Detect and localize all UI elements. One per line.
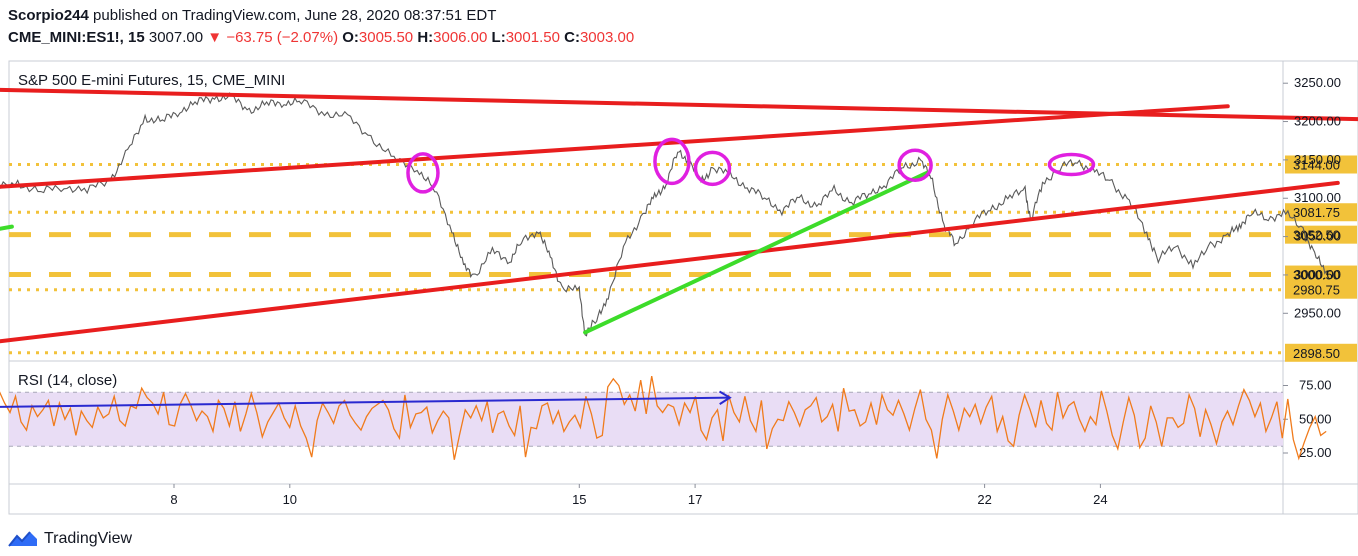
main-chart-title: S&P 500 E-mini Futures, 15, CME_MINI [18, 72, 285, 89]
open-label: O: [342, 29, 359, 46]
highlight-ellipse [693, 150, 732, 187]
axes: 2950.00 3000.00 3050.00 3100.00 3150.00 3200.… [170, 75, 1341, 507]
rsi-tick-label: 25.00 [1299, 445, 1332, 460]
price-level-label: 3000.50 [1293, 268, 1340, 283]
price-level-badge [1285, 280, 1357, 299]
price-line [0, 92, 1327, 337]
down-arrow-icon: ▼ [207, 29, 223, 46]
time-tick-label: 15 [572, 492, 586, 507]
time-tick-label: 8 [170, 492, 177, 507]
price-change: −63.75 (−2.07%) [226, 29, 339, 46]
symbol-info: CME_MINI:ES1!, 15 3007.00 ▼ −63.75 (−2.0… [8, 29, 634, 46]
price-tick-label: 3150.00 [1294, 152, 1341, 167]
time-tick-label: 24 [1093, 492, 1107, 507]
price-level-badge [1285, 343, 1357, 362]
price-tick-label: 3200.00 [1294, 114, 1341, 129]
rsi-line [0, 375, 1327, 461]
price-level-label: 2980.75 [1293, 283, 1340, 298]
open-value: 3005.50 [358, 29, 414, 46]
price-series [0, 92, 1327, 337]
highlight-ellipse [406, 152, 440, 194]
symbol-label: CME_MINI:ES1!, 15 [8, 29, 145, 46]
high-label: H: [417, 29, 434, 46]
highlight-ellipse [1047, 152, 1096, 177]
time-tick-label: 17 [688, 492, 702, 507]
rsi-arrow-head [718, 390, 732, 405]
price-level-label: 3052.50 [1293, 228, 1340, 243]
green-trend-line [0, 224, 14, 231]
red-trend-line [0, 180, 1340, 344]
price-tick-label: 3250.00 [1294, 75, 1341, 90]
rsi-arrow-line [0, 396, 730, 408]
rsi-band [9, 392, 1283, 447]
price-level-label: 3144.00 [1293, 157, 1340, 172]
price-level-label: 2898.50 [1293, 346, 1340, 361]
time-tick-label: 10 [283, 492, 297, 507]
last-price: 3007.00 [148, 29, 204, 46]
close-label: C: [564, 29, 580, 46]
price-level-badge [1285, 203, 1357, 222]
price-tick-label: 3000.00 [1294, 267, 1341, 282]
publish-info: Scorpio244 published on TradingView.com,… [8, 7, 496, 24]
green-trend-line [583, 170, 929, 335]
price-level-badge [1285, 225, 1357, 244]
rsi-tick-label: 75.00 [1299, 378, 1332, 393]
price-level-badge [1285, 265, 1357, 284]
price-level-badge [1285, 155, 1357, 174]
highlight-ellipse [897, 148, 933, 183]
highlight-ellipse [653, 137, 691, 186]
footer-brand-label: TradingView [44, 530, 133, 547]
low-value: 3001.50 [505, 29, 560, 46]
price-tick-label: 2950.00 [1294, 305, 1341, 320]
trend-lines [0, 87, 1358, 344]
price-tick-label: 3100.00 [1294, 190, 1341, 205]
footer-brand[interactable]: TradingView [8, 530, 132, 548]
publisher-name[interactable]: Scorpio244 [8, 7, 89, 24]
high-value: 3006.00 [433, 29, 488, 46]
price-tick-label: 3050.00 [1294, 229, 1341, 244]
low-label: L: [491, 29, 506, 46]
red-trend-line [0, 104, 1230, 189]
close-value: 3003.00 [579, 29, 635, 46]
tradingview-logo-icon [8, 531, 37, 547]
rsi-title: RSI (14, close) [18, 372, 117, 389]
published-text: published on TradingView.com, June 28, 2… [93, 7, 497, 24]
chart-frame [8, 60, 1358, 515]
time-tick-label: 22 [977, 492, 991, 507]
red-trend-line [0, 87, 1358, 122]
price-level-label: 3081.75 [1293, 205, 1340, 220]
